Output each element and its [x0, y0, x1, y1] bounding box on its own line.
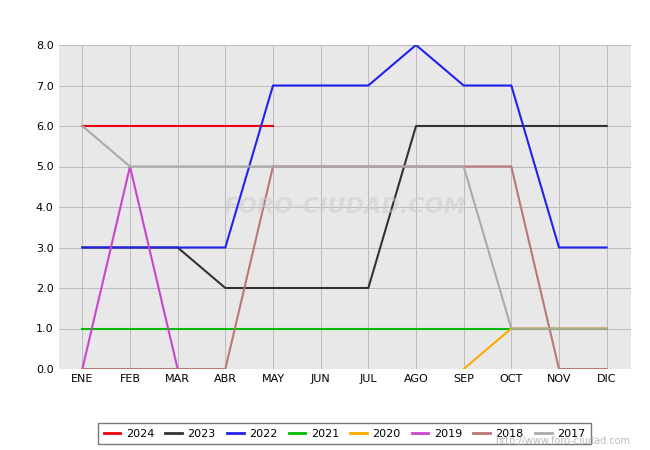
Text: FORO-CIUDAD.COM: FORO-CIUDAD.COM: [223, 197, 466, 217]
Legend: 2024, 2023, 2022, 2021, 2020, 2019, 2018, 2017: 2024, 2023, 2022, 2021, 2020, 2019, 2018…: [98, 423, 591, 444]
Text: Afiliados en Cascante del Río a 31/5/2024: Afiliados en Cascante del Río a 31/5/202…: [136, 11, 514, 29]
Text: http://www.foro-ciudad.com: http://www.foro-ciudad.com: [495, 436, 630, 446]
